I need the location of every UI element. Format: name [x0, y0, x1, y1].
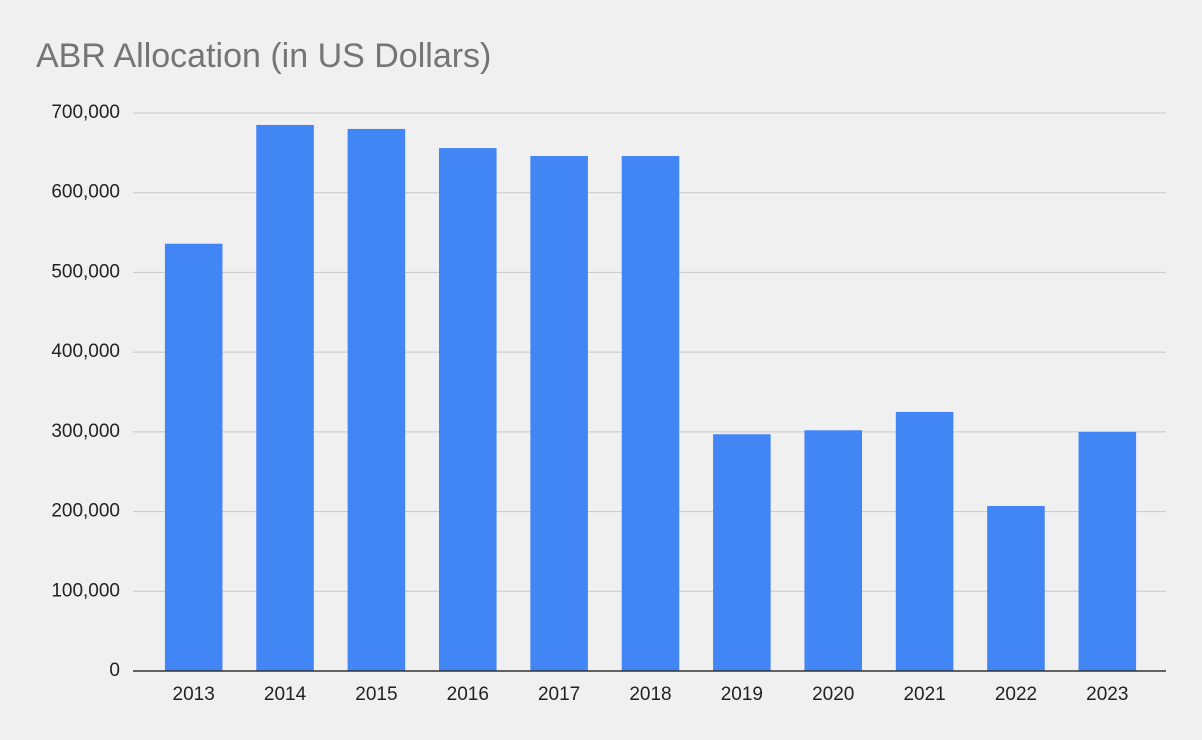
- y-tick-label: 200,000: [51, 501, 120, 522]
- x-tick-label: 2023: [1086, 684, 1128, 705]
- x-tick-label: 2016: [447, 684, 489, 705]
- chart-title: ABR Allocation (in US Dollars): [36, 37, 491, 75]
- bar: [530, 156, 588, 671]
- x-tick-label: 2021: [903, 684, 945, 705]
- x-tick-label: 2017: [538, 684, 580, 705]
- bar: [347, 128, 406, 671]
- bar: [987, 505, 1045, 671]
- bar: [713, 434, 771, 671]
- bar: [164, 243, 223, 671]
- x-tick-label: 2018: [629, 684, 671, 705]
- x-tick-label: 2014: [264, 684, 307, 705]
- y-tick-label: 500,000: [51, 261, 120, 282]
- y-tick-label: 300,000: [51, 421, 120, 442]
- x-tick-label: 2015: [355, 684, 397, 705]
- y-tick-label: 600,000: [51, 182, 120, 203]
- x-tick-label: 2013: [173, 684, 215, 705]
- bar: [256, 124, 314, 671]
- bar: [1078, 431, 1137, 671]
- y-tick-label: 700,000: [51, 102, 120, 123]
- y-tick-label: 400,000: [51, 341, 120, 362]
- y-tick-label: 100,000: [51, 580, 120, 601]
- bar: [621, 156, 680, 671]
- bar: [895, 411, 954, 671]
- bar: [438, 148, 497, 671]
- y-tick-label: 0: [109, 660, 120, 681]
- x-tick-label: 2020: [812, 684, 854, 705]
- bar: [804, 430, 863, 671]
- x-tick-label: 2019: [721, 684, 763, 705]
- x-tick-label: 2022: [995, 684, 1037, 705]
